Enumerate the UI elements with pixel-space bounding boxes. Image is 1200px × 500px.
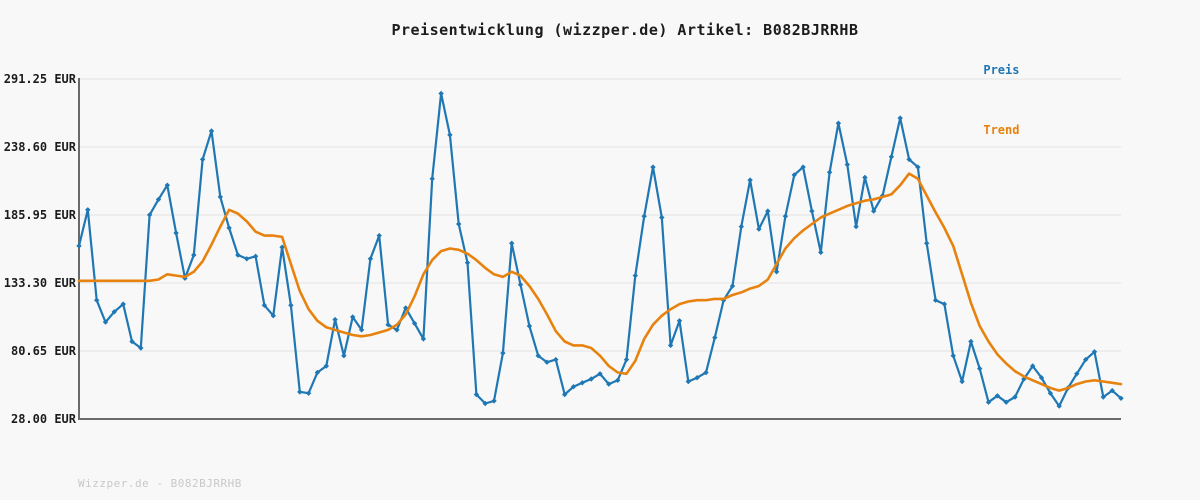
y-tick-label: 28.00 EUR	[10, 412, 76, 426]
watermark: Wizzper.de - B082BJRRHB	[78, 477, 242, 490]
series-line-preis	[77, 92, 1123, 408]
y-tick-label: 238.60 EUR	[3, 140, 76, 154]
legend-label-trend: Trend	[983, 123, 1020, 137]
legend-item-trend: Trend	[940, 100, 1019, 160]
series-line-trend	[77, 172, 1123, 392]
y-tick-label: 133.30 EUR	[3, 276, 76, 290]
legend-item-preis: Preis	[940, 40, 1019, 100]
y-tick-label: 185.95 EUR	[3, 208, 76, 222]
legend-label-preis: Preis	[983, 63, 1020, 77]
y-tick-label: 80.65 EUR	[10, 344, 76, 358]
y-tick-label: 291.25 EUR	[3, 72, 76, 86]
chart-legend: Preis Trend	[940, 40, 1019, 160]
chart-title: Preisentwicklung (wizzper.de) Artikel: B…	[391, 21, 859, 39]
